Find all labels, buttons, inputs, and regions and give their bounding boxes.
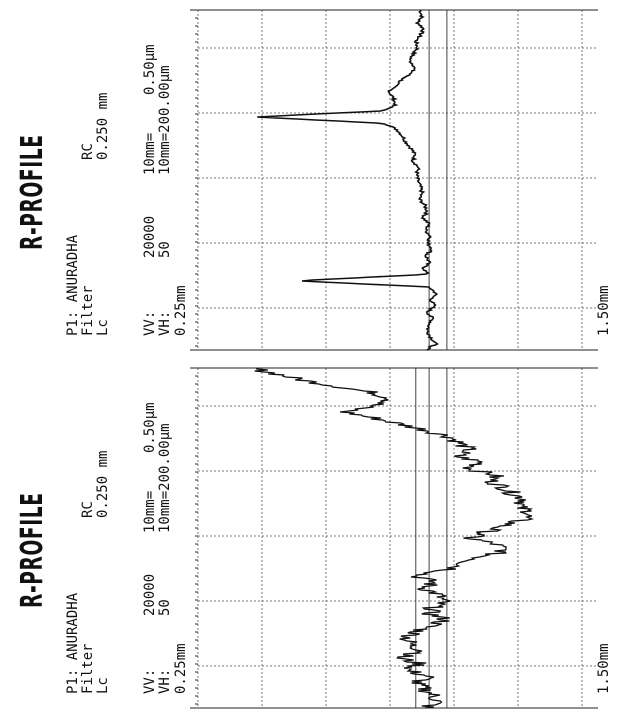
- meta-filter-value: RC: [80, 501, 96, 518]
- meta-lc-value: 0.250 mm: [95, 92, 111, 160]
- vh-label: VH:: [157, 310, 173, 336]
- profile-chart-bottom: [190, 367, 598, 709]
- vv-scale-value: 0.50μm: [142, 44, 158, 95]
- vh-scale: 10mm=200.00μm: [157, 423, 173, 533]
- chart-title: R-PROFILE: [15, 492, 50, 608]
- vv-label: VV:: [142, 310, 158, 336]
- meta-lc-value: 0.250 mm: [95, 450, 111, 518]
- vv-value: 20000: [142, 573, 158, 616]
- meta-lc-label: Lc: [95, 677, 111, 694]
- vv-scale: 10mm=: [142, 132, 158, 175]
- vh-value: 50: [157, 241, 173, 258]
- profile-trace: [257, 9, 439, 351]
- vv-label: VV:: [142, 668, 158, 694]
- vh-value: 50: [157, 599, 173, 616]
- profile-trace: [254, 367, 534, 709]
- vh-label: VH:: [157, 668, 173, 694]
- axis-start-label: 0.25mm: [173, 285, 189, 336]
- profile-panel-top: R-PROFILE P1: ANURADHA Filter RC Lc 0.25…: [0, 0, 621, 358]
- profile-panel-bottom: R-PROFILE P1: ANURADHA Filter RC Lc 0.25…: [0, 358, 621, 716]
- chart-title: R-PROFILE: [15, 134, 50, 250]
- vv-scale: 10mm=: [142, 490, 158, 533]
- vv-value: 20000: [142, 215, 158, 258]
- meta-lc-label: Lc: [95, 319, 111, 336]
- vv-scale-value: 0.50μm: [142, 402, 158, 453]
- vh-scale: 10mm=200.00μm: [157, 65, 173, 175]
- axis-end-label: 1.50mm: [596, 285, 612, 336]
- meta-filter-label: Filter: [80, 643, 96, 694]
- meta-filter-value: RC: [80, 143, 96, 160]
- profile-chart-top: [190, 9, 598, 351]
- meta-operator: P1: ANURADHA: [65, 234, 81, 336]
- meta-operator: P1: ANURADHA: [65, 592, 81, 694]
- axis-end-label: 1.50mm: [596, 643, 612, 694]
- meta-filter-label: Filter: [80, 285, 96, 336]
- axis-start-label: 0.25mm: [173, 643, 189, 694]
